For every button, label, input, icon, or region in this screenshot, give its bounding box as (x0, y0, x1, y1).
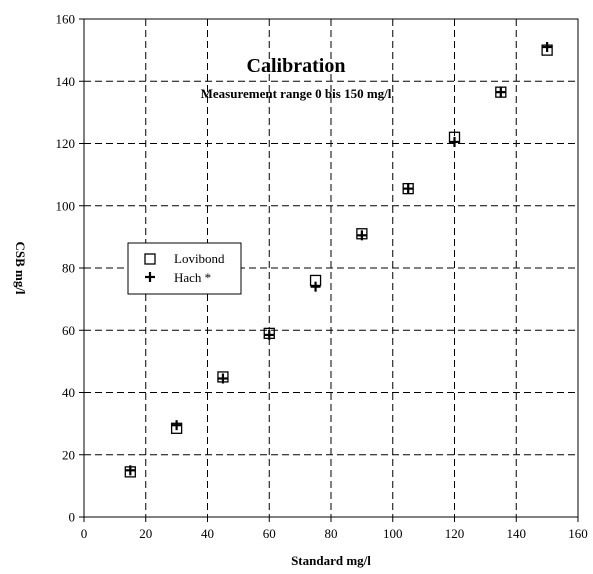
legend-marker-hach (145, 272, 155, 282)
legend-label-hach: Hach * (174, 270, 211, 285)
chart-subtitle: Measurement range 0 bis 150 mg/l (201, 86, 392, 101)
x-tick-label: 20 (139, 526, 152, 541)
y-tick-label: 0 (69, 510, 76, 525)
x-tick-label: 80 (325, 526, 338, 541)
y-tick-label: 80 (62, 261, 75, 276)
hach-point (217, 373, 228, 384)
y-tick-label: 120 (56, 136, 76, 151)
x-tick-label: 0 (81, 526, 88, 541)
hach-point (403, 183, 414, 194)
hach-point (171, 420, 182, 431)
legend-box (127, 242, 242, 295)
x-tick-label: 60 (263, 526, 276, 541)
x-tick-label: 160 (568, 526, 588, 541)
legend-square-marker (144, 253, 156, 265)
data-markers (124, 42, 553, 478)
hach-point (542, 42, 553, 53)
hach-point (125, 465, 136, 476)
x-tick-label: 120 (445, 526, 465, 541)
y-tick-label: 100 (56, 198, 76, 213)
axis-ticks: 0 20 40 60 80 100 120 140 160 0 20 40 60 80 100 120 140 1… (56, 12, 588, 542)
hach-point (264, 329, 275, 340)
hach-point (449, 136, 460, 147)
y-tick-label: 40 (62, 385, 75, 400)
x-tick-label: 100 (383, 526, 403, 541)
x-tick-label: 40 (201, 526, 214, 541)
x-tick-label: 140 (507, 526, 527, 541)
hach-point (495, 87, 506, 98)
y-tick-label: 20 (62, 447, 75, 462)
x-axis-title: Standard mg/l (291, 553, 371, 568)
chart-title: Calibration (247, 55, 346, 77)
legend-marker-lovibond (144, 253, 156, 265)
legend: Lovibond Hach * (127, 242, 242, 295)
legend-label-lovibond: Lovibond (174, 251, 225, 266)
y-tick-label: 160 (56, 12, 76, 27)
hach-point (310, 281, 321, 292)
legend-plus-marker (145, 272, 155, 282)
y-axis-title: CSB mg/l (13, 241, 28, 294)
hach-point (356, 230, 367, 241)
y-tick-label: 140 (56, 74, 76, 89)
y-tick-label: 60 (62, 323, 75, 338)
